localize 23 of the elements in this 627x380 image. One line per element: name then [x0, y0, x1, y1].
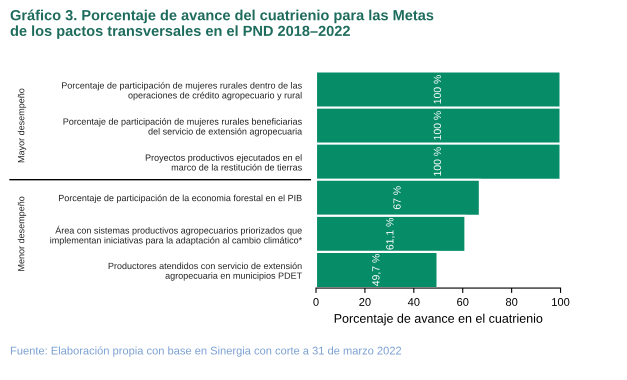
x-tick-label: 0 [313, 298, 319, 306]
data-label: 100 % [434, 111, 442, 140]
data-label: 100 % [434, 75, 442, 104]
y-tick-label: Porcentaje de participación de la economia forestal en el PIB [58, 194, 302, 203]
x-tick-label: 60 [457, 298, 468, 306]
y-tick-label: Porcentaje de participación de mujeres rurales beneficiarias del servicio de extensión agropecuaria [64, 118, 302, 136]
y-tick-label: Proyectos productivos ejecutados en el marco de la restitución de tierras [146, 154, 302, 171]
data-label: 100 % [434, 147, 442, 176]
chart-title: Gráfico 3. Porcentaje de avance del cuatrienio para las Metas de los pactos transversales en el PND 2018–2022 [10, 10, 434, 39]
y-tick-label: Productores atendidos con servicio de extensión agropecuaria en municipios PDET [108, 262, 302, 281]
x-tick-label: 40 [408, 298, 420, 306]
y-tick-label: Área con sistemas productivos agropecuarios priorizados que implementan iniciativas para la adaptación al cambio climático* [50, 226, 302, 246]
data-label: 49,7 % [372, 254, 381, 286]
text: Menor desempeño [18, 196, 26, 271]
x-tick-label: 80 [506, 298, 518, 306]
source-note: Fuente: Elaboración propia con base en Sinergia con corte a 31 de marzo 2022 [10, 346, 402, 357]
x-tick-label: 20 [359, 298, 371, 306]
y-tick-label: Porcentaje de participación de mujeres rurales dentro de las operaciones de crédito agropecuario y rural [62, 82, 302, 100]
data-label: 67 % [393, 186, 401, 210]
data-label: 61,1 % [386, 218, 395, 250]
text: Mayor desempeño [18, 88, 26, 162]
x-tick-label: 100 [552, 298, 570, 306]
x-axis-title: Porcentaje de avance en el cuatrienio [334, 314, 542, 326]
